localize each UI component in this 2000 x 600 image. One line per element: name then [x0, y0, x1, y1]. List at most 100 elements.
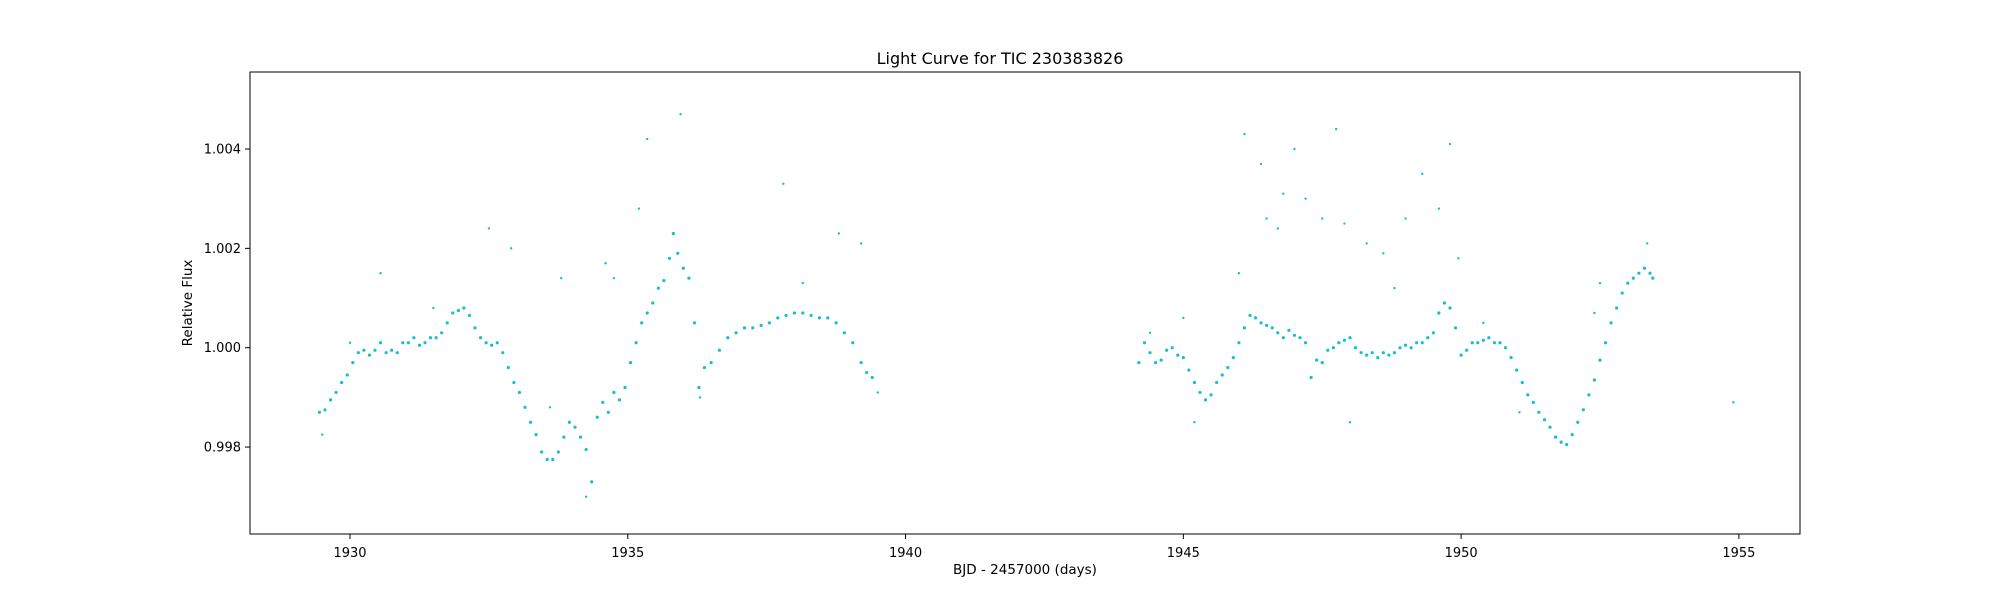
- outlier-point: [1304, 197, 1307, 200]
- data-point: [484, 341, 488, 345]
- data-point: [534, 433, 538, 437]
- data-point: [528, 420, 533, 424]
- data-point: [1165, 348, 1169, 352]
- outlier-point: [1732, 401, 1735, 404]
- data-point: [1326, 348, 1330, 352]
- data-point: [1420, 341, 1424, 345]
- outlier-point: [637, 207, 641, 210]
- data-point: [584, 447, 588, 452]
- data-point: [490, 343, 494, 347]
- data-point: [1292, 333, 1297, 337]
- data-point: [1398, 346, 1402, 350]
- data-point: [801, 311, 805, 315]
- data-point: [662, 279, 666, 283]
- data-point: [1426, 336, 1430, 340]
- data-point: [1298, 336, 1302, 340]
- data-point: [1192, 380, 1197, 385]
- data-point: [412, 336, 416, 340]
- y-axis-label: Relative Flux: [180, 260, 196, 347]
- data-point: [473, 326, 477, 330]
- outlier-point: [321, 433, 324, 436]
- data-point: [1631, 276, 1635, 280]
- data-point: [1526, 393, 1530, 397]
- data-point: [651, 301, 655, 305]
- data-point: [776, 316, 780, 320]
- data-point: [401, 341, 405, 345]
- data-point: [817, 316, 822, 320]
- data-point: [1337, 341, 1341, 345]
- data-point: [1592, 378, 1597, 382]
- data-point: [702, 365, 707, 370]
- data-point: [340, 380, 344, 385]
- data-point: [1215, 380, 1219, 385]
- plot-frame: [249, 71, 1801, 535]
- data-point: [1209, 393, 1213, 397]
- data-point: [645, 311, 649, 315]
- data-point: [1415, 341, 1419, 345]
- data-point: [1487, 336, 1491, 340]
- data-point: [1476, 341, 1480, 345]
- outlier-point: [584, 495, 588, 498]
- data-point: [1198, 390, 1202, 395]
- data-point: [612, 390, 616, 395]
- data-point: [1509, 356, 1513, 360]
- data-point: [859, 361, 863, 365]
- data-point: [617, 398, 622, 402]
- x-tick-label: 1950: [1445, 546, 1478, 561]
- data-point: [540, 450, 544, 454]
- data-point: [1187, 368, 1191, 372]
- data-point: [501, 351, 505, 355]
- y-tick-label: 0.998: [204, 441, 241, 456]
- data-point: [767, 321, 772, 325]
- data-point: [681, 266, 685, 270]
- data-point: [334, 390, 338, 395]
- data-point: [1320, 361, 1324, 365]
- data-point: [834, 321, 838, 325]
- data-point: [1242, 326, 1247, 330]
- data-point: [709, 361, 713, 365]
- outlier-point: [1343, 222, 1346, 225]
- data-point: [1637, 271, 1641, 275]
- data-point: [1581, 408, 1585, 412]
- data-point: [390, 348, 394, 352]
- data-point: [373, 348, 377, 352]
- outlier-point: [1237, 271, 1241, 275]
- data-point: [1651, 276, 1655, 280]
- x-tick-label: 1940: [889, 546, 922, 561]
- data-point: [1342, 338, 1347, 342]
- data-point: [545, 457, 549, 462]
- data-point: [590, 480, 594, 484]
- outlier-point: [801, 281, 804, 285]
- data-point: [406, 341, 410, 345]
- data-point: [462, 306, 466, 310]
- data-point: [1465, 348, 1469, 352]
- data-point: [1565, 442, 1569, 447]
- data-point: [726, 336, 730, 340]
- data-point: [384, 351, 388, 355]
- data-point: [1170, 346, 1174, 350]
- outlier-point: [1265, 217, 1268, 220]
- data-point: [1459, 353, 1463, 357]
- data-point: [467, 313, 472, 318]
- data-point: [656, 286, 660, 290]
- data-point: [512, 380, 516, 385]
- data-point: [317, 410, 322, 414]
- data-point: [1203, 398, 1208, 402]
- data-point: [1176, 353, 1180, 357]
- data-point: [1226, 365, 1230, 370]
- outlier-point: [876, 391, 879, 394]
- data-point: [865, 370, 869, 375]
- data-point: [428, 336, 433, 340]
- data-point: [1253, 316, 1258, 320]
- data-point: [395, 351, 399, 355]
- data-point: [451, 311, 455, 315]
- outlier-point: [1404, 217, 1407, 220]
- data-point: [1309, 375, 1313, 380]
- data-point: [1381, 351, 1385, 355]
- data-point: [676, 251, 680, 255]
- data-point: [417, 343, 422, 347]
- outlier-point: [379, 271, 382, 275]
- outlier-point: [1448, 142, 1452, 146]
- data-point: [1470, 341, 1474, 345]
- data-point: [759, 323, 763, 327]
